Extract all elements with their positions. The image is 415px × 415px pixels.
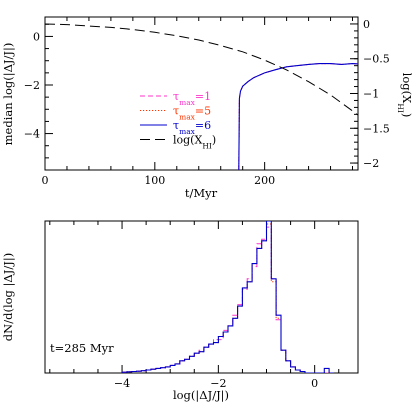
bottom-x-axis-label: log(|ΔJ/J|) (173, 388, 229, 403)
top-chart-panel: 0 100 200 0 −2 −4 0 −0.5 −1 −1.5 −2 t/Myr median l… (1, 16, 415, 200)
bottom-plot-frame (44, 220, 359, 374)
bottom-annotation: t=285 Myr (50, 341, 114, 355)
top-series-line-2 (238, 63, 358, 170)
top-ytick-label: 0 (33, 30, 40, 43)
top-ytick-label: −2 (24, 79, 40, 92)
top-series-line-4 (45, 23, 358, 116)
bottom-axis-ticks: −4 −2 0 (49, 221, 340, 390)
top-x-axis-label: t/Myr (185, 186, 218, 200)
bottom-chart-panel: −4 −2 0 log(|ΔJ/J|) dN/d(log |ΔJ/J|) t=285… (1, 220, 359, 403)
bottom-xtick-label: −4 (114, 377, 130, 390)
bottom-histogram-1 (121, 226, 334, 373)
bottom-histogram-3 (121, 221, 334, 373)
legend-label-2: τmax=5 (173, 105, 211, 122)
legend-label-1: τmax=1 (173, 90, 211, 107)
top-series-group (45, 23, 358, 170)
top-xtick-label: 200 (254, 174, 275, 187)
top-y2tick-label: −0.5 (363, 53, 390, 66)
top-y2tick-label: −1 (363, 88, 379, 101)
top-right-axis-label: log(XHI) (397, 73, 415, 118)
legend-label-4: log(XHI) (173, 134, 216, 151)
bottom-series-group (121, 221, 334, 373)
top-series-line-3 (238, 63, 358, 170)
top-y2tick-label: −2 (363, 157, 379, 170)
top-axis-ticks: 0 100 200 0 −2 −4 0 −0.5 −1 −1.5 −2 (24, 17, 390, 187)
legend-label-3: τmax=6 (173, 119, 211, 136)
top-series-line-1 (238, 63, 358, 170)
top-xtick-label: 0 (42, 174, 49, 187)
top-xtick-label: 100 (144, 174, 165, 187)
bottom-y-axis-label: dN/d(log |ΔJ/J|) (1, 253, 16, 341)
top-y2tick-label: 0 (363, 18, 370, 31)
bottom-histogram-2 (121, 223, 334, 373)
top-ytick-label: −4 (24, 128, 40, 141)
top-y2tick-label: −1.5 (363, 122, 390, 135)
bottom-xtick-label: −2 (210, 377, 226, 390)
top-y-axis-label: median log(|ΔJ/J|) (1, 43, 16, 146)
bottom-xtick-label: 0 (311, 377, 318, 390)
